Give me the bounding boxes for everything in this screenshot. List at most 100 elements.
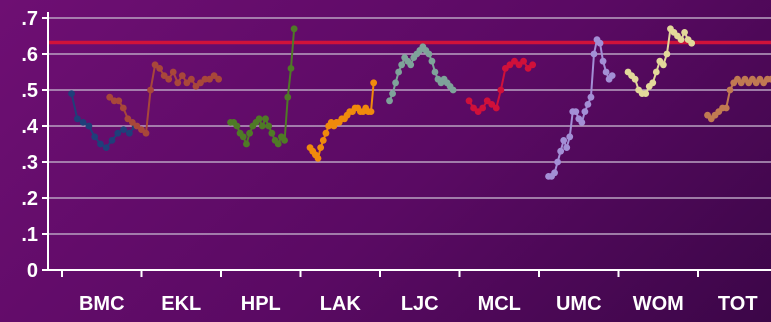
data-point: [479, 104, 487, 112]
y-tick-label: .5: [21, 80, 38, 102]
data-point: [722, 104, 730, 112]
data-point: [596, 39, 604, 47]
series-5: [465, 57, 537, 115]
data-point: [483, 97, 491, 105]
x-axis-labels: BMC EKL HPL LAK LJC MCL UMC WOM TOT: [61, 270, 758, 315]
data-point: [581, 108, 589, 115]
data-point: [524, 65, 532, 72]
data-point: [367, 108, 375, 115]
series-4: [386, 43, 457, 105]
data-point: [160, 72, 168, 79]
data-point: [431, 68, 439, 76]
data-point: [767, 75, 771, 83]
data-point: [428, 57, 436, 65]
data-point: [474, 108, 482, 115]
data-point: [584, 101, 592, 108]
data-point: [197, 79, 204, 87]
data-point: [652, 68, 660, 76]
data-point: [501, 65, 509, 72]
data-point: [268, 129, 276, 137]
series-2: [227, 25, 298, 148]
data-point: [659, 61, 667, 69]
data-point: [183, 79, 191, 87]
data-point: [578, 119, 586, 126]
data-point: [407, 61, 415, 69]
data-point: [210, 72, 218, 79]
data-point: [287, 65, 295, 72]
data-point: [449, 86, 457, 94]
data-point: [563, 144, 571, 152]
data-point: [566, 133, 574, 141]
data-point: [120, 126, 127, 133]
data-point: [108, 137, 116, 144]
data-point: [726, 86, 734, 94]
data-point: [511, 57, 518, 65]
data-point: [124, 115, 132, 123]
x-tick-label: EKL: [161, 293, 201, 315]
x-tick-label: LAK: [320, 293, 362, 315]
data-point: [106, 93, 114, 101]
data-point: [265, 122, 273, 130]
data-point: [262, 115, 269, 123]
y-tick-label: .6: [21, 44, 38, 66]
data-point: [602, 68, 610, 76]
series-line: [468, 59, 534, 113]
data-point: [97, 140, 104, 148]
y-tick-label: .4: [21, 116, 39, 138]
data-point: [557, 147, 565, 155]
series-8: [704, 75, 771, 123]
series-7: [624, 25, 696, 97]
data-point: [68, 90, 75, 97]
series-group: [68, 25, 771, 180]
data-point: [551, 169, 558, 177]
data-point: [115, 97, 123, 105]
data-point: [488, 101, 496, 108]
data-point: [317, 144, 325, 152]
y-tick-label: .1: [21, 224, 38, 246]
data-point: [392, 79, 399, 87]
data-point: [284, 93, 292, 101]
y-tick-label: .3: [21, 152, 38, 174]
data-point: [370, 79, 378, 87]
data-point: [85, 122, 93, 130]
data-point: [246, 129, 254, 137]
data-point: [395, 68, 403, 76]
data-point: [398, 61, 406, 69]
data-point: [125, 129, 133, 137]
data-point: [119, 104, 127, 112]
data-point: [465, 97, 473, 105]
data-point: [631, 75, 639, 83]
data-point: [492, 104, 500, 112]
data-point: [590, 50, 598, 58]
y-tick-label: .7: [21, 8, 38, 30]
data-point: [156, 65, 164, 72]
data-point: [314, 155, 322, 162]
data-point: [681, 29, 688, 36]
x-tick-label: HPL: [241, 293, 281, 315]
data-point: [389, 90, 396, 97]
data-point: [642, 90, 650, 97]
x-tick-label: UMC: [556, 293, 602, 315]
data-point: [79, 119, 87, 126]
data-point: [319, 137, 327, 144]
data-point: [506, 61, 514, 69]
y-axis-ticks: 0 .1 .2 .3 .4 .5 .6 .7: [21, 8, 48, 282]
data-point: [560, 137, 568, 144]
data-point: [255, 115, 263, 123]
series-1: [106, 61, 223, 137]
data-point: [192, 83, 200, 90]
data-point: [147, 86, 154, 94]
data-point: [91, 133, 99, 141]
data-point: [169, 68, 177, 76]
data-point: [128, 119, 136, 126]
data-point: [663, 50, 671, 58]
x-tick-label: MCL: [478, 293, 521, 315]
data-point: [281, 137, 288, 144]
data-point: [520, 57, 527, 65]
data-point: [587, 93, 595, 101]
data-point: [73, 115, 81, 123]
data-point: [165, 75, 173, 83]
data-point: [215, 75, 223, 83]
data-point: [688, 39, 696, 47]
